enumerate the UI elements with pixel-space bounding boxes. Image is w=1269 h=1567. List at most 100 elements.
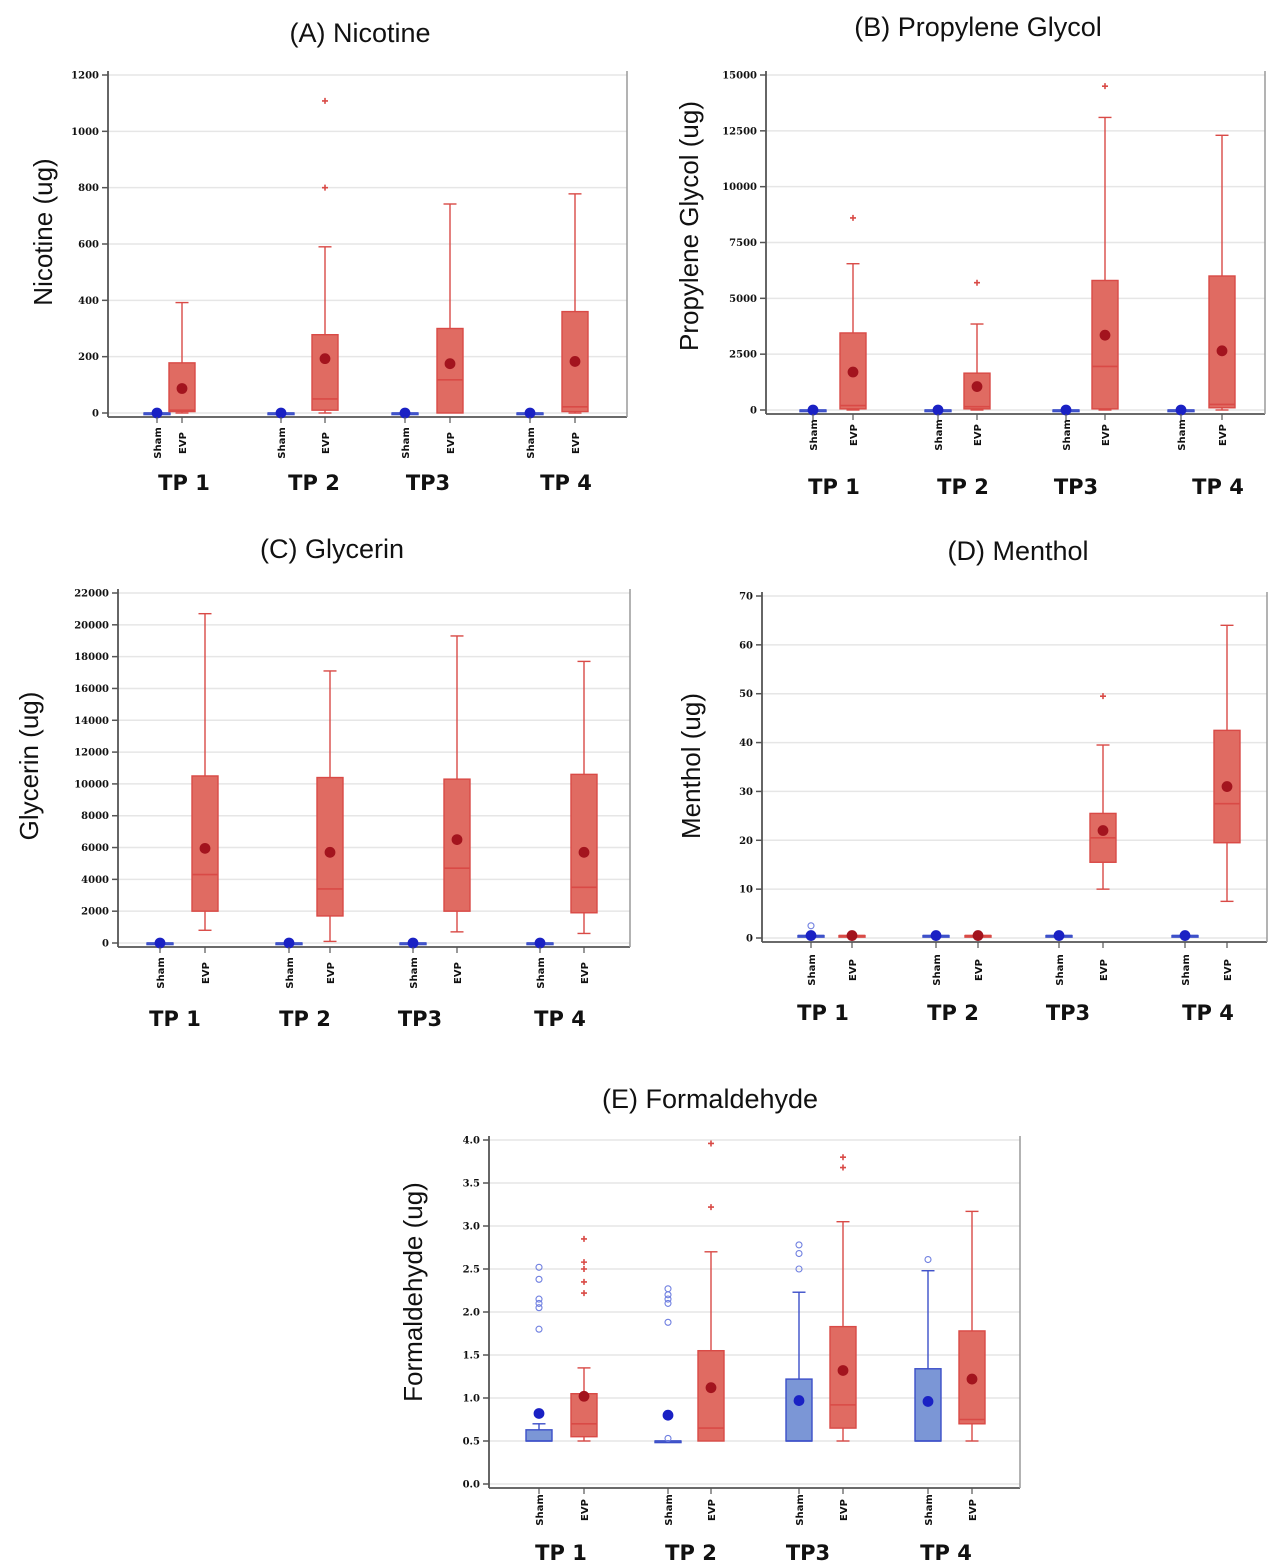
outlier-point	[581, 1266, 587, 1272]
outlier-point	[1100, 693, 1106, 700]
x-category-label: EVP	[446, 432, 457, 454]
box-sham-tp2	[924, 404, 952, 416]
group-label: TP3	[398, 1007, 442, 1031]
chart-panel-4: (D) Menthol Menthol (ug) 0 10 20 30 40 50 60 70 Sh…	[676, 536, 1268, 1025]
outlier-point	[581, 1278, 587, 1285]
box-evp-tp2	[316, 670, 344, 943]
outlier-point	[807, 922, 815, 930]
outlier-point	[795, 1265, 803, 1273]
y-tick-label: 10	[739, 885, 753, 896]
x-category-label: EVP	[974, 959, 985, 981]
x-category-label: Sham	[807, 954, 818, 986]
box-sham-tp3	[391, 407, 419, 419]
group-label: TP 4	[1192, 475, 1244, 499]
y-tick-label: 3.0	[463, 1222, 480, 1233]
y-tick-label: 4.0	[463, 1136, 480, 1147]
box-sham-tp4	[526, 937, 554, 949]
y-tick-label: 1000	[71, 127, 99, 138]
x-category-label: EVP	[973, 424, 984, 446]
group-label: TP 2	[288, 471, 340, 495]
x-category-label: Sham	[664, 1494, 675, 1526]
box-sham-tp2	[654, 1285, 682, 1444]
y-tick-label: 22000	[74, 589, 109, 600]
chart-panel-1: (A) Nicotine Nicotine (ug) 0 200 400 600 800 10…	[28, 18, 628, 495]
mean-marker	[151, 407, 163, 419]
y-tick-label: 10000	[722, 182, 757, 193]
chart-panel-3: (C) Glycerin Glycerin (ug) 0 2000 4000 6000 80…	[14, 534, 631, 1031]
y-tick-label: 0	[92, 409, 99, 420]
mean-marker	[451, 834, 463, 845]
mean-marker	[444, 358, 456, 370]
group-label: TP3	[1054, 475, 1098, 499]
x-category-label: Sham	[285, 957, 296, 989]
y-tick-label: 0	[746, 934, 753, 945]
box-sham-tp4	[516, 407, 544, 419]
x-category-label: Sham	[535, 1494, 546, 1526]
outlier-point	[664, 1295, 672, 1303]
chart-title: (D) Menthol	[947, 536, 1088, 566]
x-category-label: EVP	[1099, 959, 1110, 981]
outlier-point	[795, 1249, 803, 1258]
y-tick-label: 600	[78, 240, 99, 251]
box-iqr	[829, 1325, 857, 1429]
x-category-label: Sham	[932, 954, 943, 986]
box-evp-tp4	[1208, 134, 1236, 411]
outlier-point	[974, 279, 980, 286]
outlier-point	[664, 1318, 672, 1326]
box-sham-tp3	[1052, 404, 1080, 416]
group-label: TP3	[406, 471, 450, 495]
mean-marker	[972, 930, 984, 941]
box-evp-tp3	[1091, 83, 1119, 411]
x-category-label: Sham	[795, 1494, 806, 1526]
outlier-point	[708, 1140, 714, 1147]
outlier-point	[850, 214, 856, 221]
y-tick-label: 10000	[74, 779, 109, 790]
box-iqr	[785, 1378, 813, 1442]
x-category-label: EVP	[580, 962, 591, 984]
outlier-point	[581, 1235, 587, 1242]
y-tick-label: 0	[102, 939, 109, 950]
outlier-point	[664, 1299, 672, 1307]
outlier-point	[1102, 83, 1108, 90]
box-evp-tp3	[829, 1154, 857, 1442]
outlier-point	[535, 1275, 543, 1283]
y-tick-label: 0.5	[463, 1437, 480, 1448]
box-evp-tp1	[168, 301, 196, 414]
y-tick-label: 18000	[74, 652, 109, 663]
mean-marker	[407, 937, 419, 949]
box-evp-tp2	[697, 1140, 725, 1442]
box-iqr	[443, 778, 471, 912]
box-iqr	[1091, 279, 1119, 410]
box-sham-tp3	[1045, 930, 1073, 941]
outlier-point	[795, 1241, 803, 1249]
chart-title: (C) Glycerin	[260, 534, 404, 564]
outlier-point	[581, 1290, 587, 1297]
box-iqr	[525, 1429, 553, 1442]
group-label: TP 4	[534, 1007, 586, 1031]
group-label: TP 1	[158, 471, 210, 495]
y-tick-label: 1.5	[463, 1351, 480, 1362]
mean-marker	[275, 407, 287, 419]
outlier-point	[535, 1325, 543, 1333]
x-category-label: Sham	[934, 419, 945, 451]
x-category-label: Sham	[924, 1494, 935, 1526]
outlier-point	[581, 1259, 587, 1266]
chart-title: (B) Propylene Glycol	[854, 12, 1102, 42]
group-label: TP 4	[540, 471, 592, 495]
y-tick-label: 3.5	[463, 1179, 480, 1190]
group-label: TP3	[1046, 1001, 1090, 1025]
mean-marker	[324, 846, 336, 858]
y-tick-label: 0.0	[463, 1480, 480, 1491]
outlier-point	[664, 1291, 672, 1299]
mean-marker	[578, 846, 590, 858]
x-category-label: EVP	[707, 1499, 718, 1521]
outlier-point	[840, 1164, 846, 1171]
group-label: TP 4	[920, 1541, 972, 1565]
mean-marker	[569, 356, 581, 367]
y-tick-label: 800	[78, 183, 99, 194]
outlier-point	[924, 1255, 932, 1264]
y-tick-label: 2500	[729, 350, 757, 361]
y-tick-label: 12500	[722, 126, 757, 137]
box-sham-tp4	[914, 1255, 942, 1442]
